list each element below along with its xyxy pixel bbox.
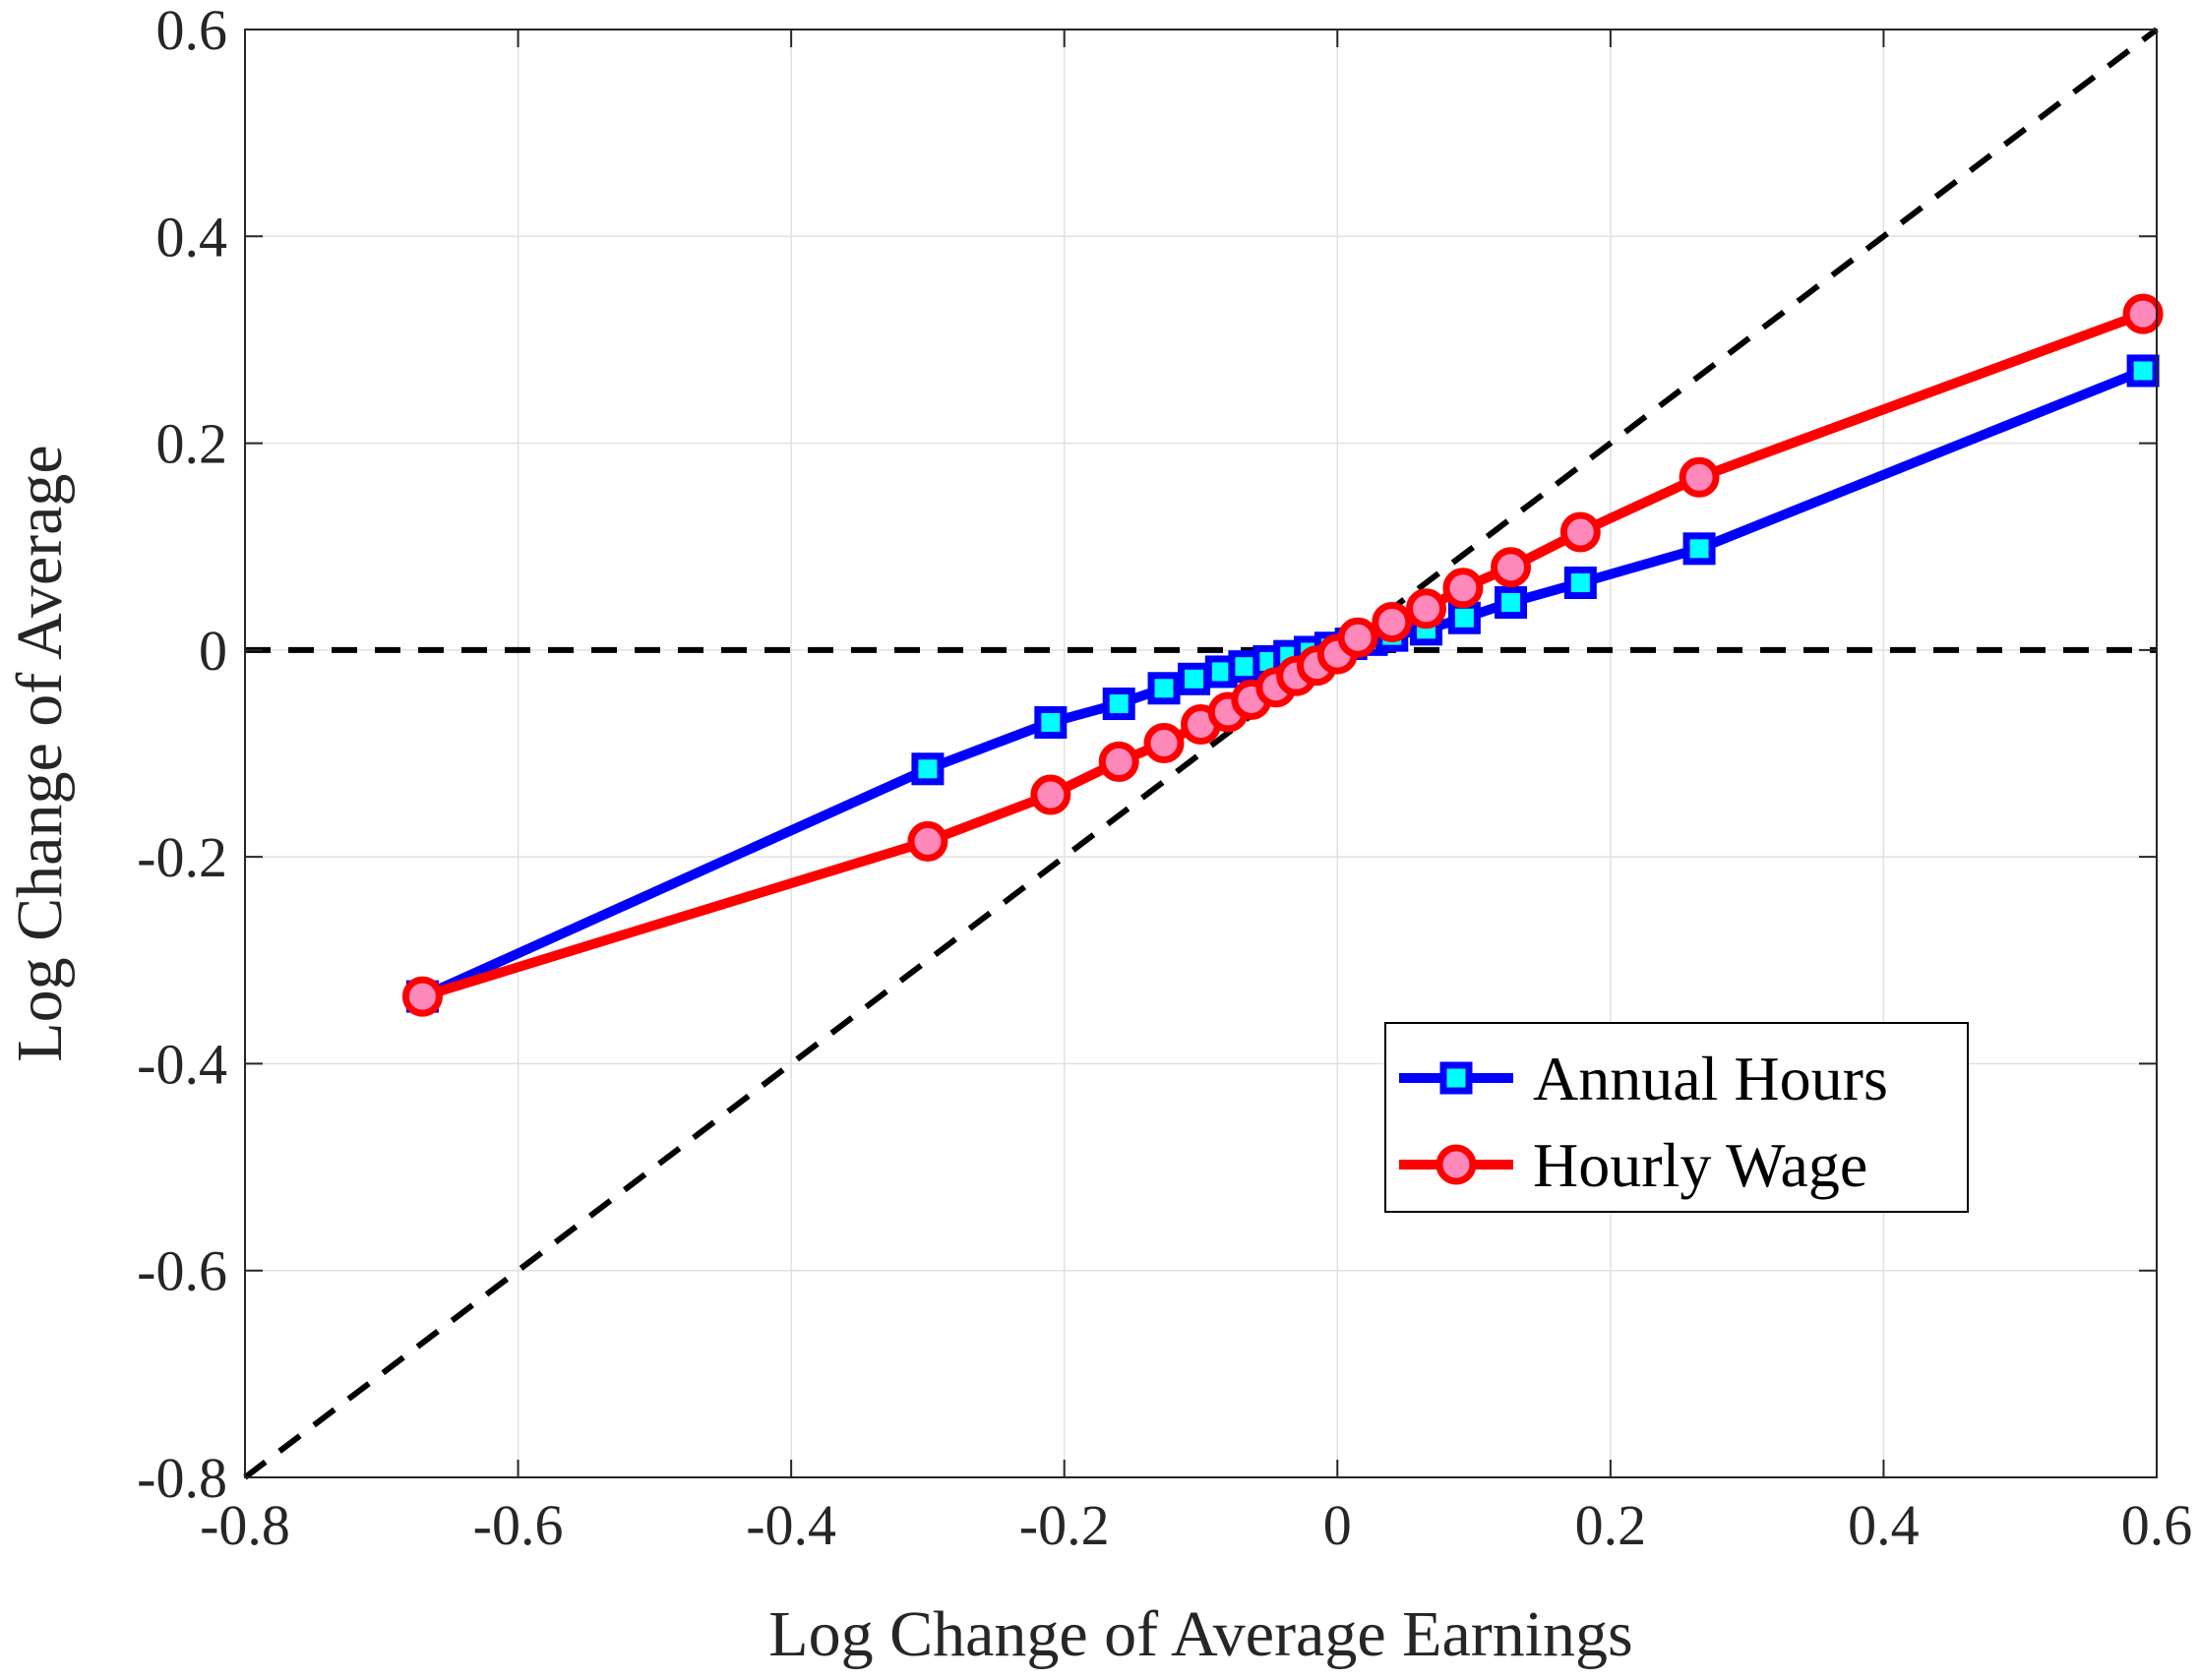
data-point (2126, 354, 2160, 388)
axis-ticks (244, 29, 2158, 1478)
plot-frame (244, 29, 2158, 1478)
data-point (1405, 588, 1446, 630)
data-point (1178, 662, 1211, 695)
data-point (1102, 688, 1135, 721)
x-tick-label: -0.2 (1019, 1493, 1110, 1557)
45-degree-line (243, 27, 2159, 1480)
data-point (1491, 547, 1532, 588)
y-tick-label: -0.8 (137, 1446, 227, 1510)
legend-item: Annual Hours (1399, 1044, 1888, 1113)
x-tick-label: -0.4 (746, 1493, 836, 1557)
y-tick-label: 0.4 (156, 205, 228, 269)
grid (245, 30, 2157, 1477)
data-point (1372, 601, 1413, 642)
data-point (2122, 293, 2164, 334)
reference-lines (243, 27, 2159, 1480)
legend-marker (1439, 1061, 1473, 1095)
data-point (1495, 585, 1528, 619)
data-point (1559, 511, 1601, 553)
x-tick-label: 0.4 (1848, 1493, 1920, 1557)
data-point (1098, 741, 1139, 782)
legend-box (1384, 1022, 1969, 1213)
data-point (1034, 705, 1068, 739)
y-tick-label: 0 (199, 619, 227, 683)
y-tick-label: 0.6 (156, 0, 228, 62)
x-tick-label: -0.8 (200, 1493, 290, 1557)
y-axis-title: Log Change of Average (4, 445, 76, 1061)
y-tick-label: -0.6 (137, 1239, 227, 1303)
data-series (401, 293, 2164, 1017)
legend-label: Annual Hours (1533, 1044, 1888, 1113)
x-tick-label: 0.2 (1575, 1493, 1647, 1557)
series-hourly-wage (401, 293, 2164, 1017)
x-tick-labels: -0.8 -0.6 -0.4 -0.2 0 0.2 0.4 0.6 (200, 1493, 2192, 1557)
legend-marker (1435, 1144, 1477, 1185)
y-tick-label: -0.4 (137, 1032, 227, 1096)
data-point (1143, 722, 1185, 763)
data-point (1563, 567, 1597, 600)
data-point (1682, 532, 1716, 566)
x-axis-title: Log Change of Average Earnings (768, 1598, 1633, 1670)
legend-label: Hourly Wage (1533, 1130, 1867, 1200)
x-tick-label: -0.6 (473, 1493, 564, 1557)
data-point (401, 976, 443, 1017)
legend: Annual Hours Hourly Wage (1384, 1022, 1969, 1213)
x-tick-label: 0 (1323, 1493, 1352, 1557)
data-point (1337, 617, 1378, 658)
data-point (1679, 456, 1720, 498)
data-point (1147, 672, 1181, 705)
x-tick-label: 0.6 (2121, 1493, 2193, 1557)
data-point (911, 752, 945, 786)
y-tick-labels: -0.8 -0.6 -0.4 -0.2 0 0.2 0.4 0.6 (137, 0, 227, 1510)
data-point (1442, 568, 1484, 609)
legend-item: Hourly Wage (1399, 1130, 1867, 1200)
data-point (1447, 601, 1481, 634)
data-point (1030, 774, 1071, 815)
y-tick-label: -0.2 (137, 825, 227, 889)
y-tick-label: 0.2 (156, 412, 228, 476)
data-point (907, 820, 948, 862)
